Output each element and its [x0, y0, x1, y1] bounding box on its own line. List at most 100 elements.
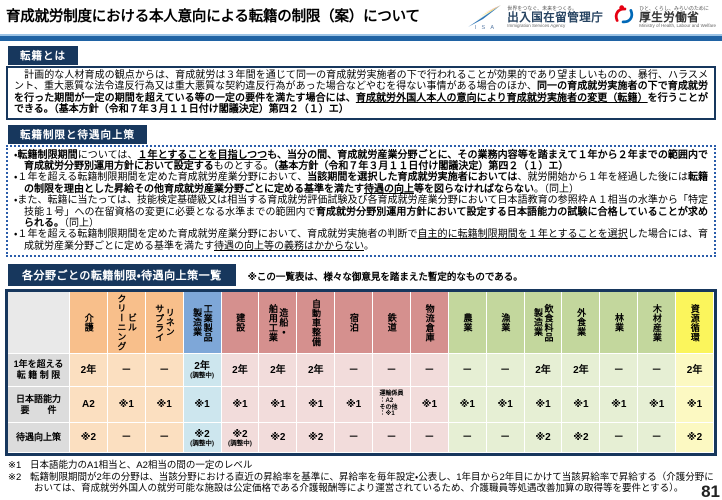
table-cell: － [335, 354, 374, 388]
footnote-2-text: 転籍制限期間が2年の分野は、当該分野における直近の昇給率を基準に、昇給率を毎年設… [30, 471, 714, 495]
column-header: 介護 [70, 292, 108, 355]
restriction-bullet: ・１年を超える転籍制限期間を定めた育成就労産業分野において、当該期間を選択した育… [14, 172, 709, 195]
table-cell: ※2 [562, 423, 601, 454]
row-label: 待遇向上策 [8, 423, 70, 454]
table-cell: A2 [70, 387, 108, 424]
column-header: 資源循環 [676, 292, 714, 355]
column-header: ビル クリーニング [107, 292, 146, 355]
definition-box: 計画的な人材育成の観点からは、育成就労は３年間を通じて同一の育成就労実施者の下で… [6, 65, 716, 120]
table-cell: － [145, 423, 184, 454]
column-header: 飲食料品 製造業 [524, 292, 563, 355]
table-cell: ※1 [486, 387, 525, 424]
table-header-row: 各分野ごとの転籍制限・待遇向上策一覧 ※この一覧表は、様々な御意見を踏まえた暫定… [8, 264, 716, 287]
mhlw-logo: ひと、くらし、みらいのために 厚生労働省 Ministry of Health,… [613, 4, 716, 31]
agency-logos: I S A 世界をつなぐ、未来をつくる。 出入国在留管理庁 Immigratio… [467, 4, 718, 32]
table-cell: 2年 (調整中) [183, 354, 222, 388]
table-cell: － [638, 354, 677, 388]
mhlw-name: 厚生労働省 [639, 11, 700, 24]
restriction-bullet: ・転籍制限期間については、１年とすることを目指しつつも、当分の間、育成就労産業分… [14, 149, 709, 172]
restriction-bullet: ・１年を超える転籍制限期間を定めた育成就労産業分野において、育成就労実施者の判断… [14, 229, 708, 252]
column-header: 建設 [221, 292, 260, 355]
table-corner-cell [8, 292, 70, 355]
table-note: ※この一覧表は、様々な御意見を踏まえた暫定的なものである。 [247, 272, 523, 284]
restriction-box: ・転籍制限期間については、１年とすることを目指しつつも、当分の間、育成就労産業分… [6, 144, 716, 258]
table-cell: － [145, 354, 184, 388]
table-cell: 2年 [259, 354, 298, 388]
footnotes: ※1 日本語能力のA1相当と、A2相当の間の一定のレベル ※2 転籍制限期間が2年の… [8, 460, 716, 495]
table-cell: － [410, 354, 449, 388]
column-header: 外食業 [562, 292, 601, 355]
column-header: 造船・ 舶用工業 [259, 292, 298, 355]
table-cell: ※1 [183, 387, 222, 424]
mhlw-name-en: Ministry of Health, Labour and Welfare [639, 23, 716, 29]
table-cell: － [486, 423, 525, 454]
table-cell: ※2 [259, 423, 298, 454]
footnote-1-marker: ※1 [8, 460, 22, 472]
table-cell: － [600, 354, 639, 388]
table-cell: － [373, 354, 411, 388]
table-cell: 2年 [524, 354, 563, 388]
column-header: 自動車整備 [297, 292, 336, 355]
isa-name-en: Immigration Services Agency [507, 23, 566, 29]
table-cell: ※2 (調整中) [221, 423, 260, 454]
column-header: 木材産業 [638, 292, 677, 355]
footnote-2-marker: ※2 [8, 471, 22, 483]
table-cell: ※1 [145, 387, 184, 424]
table-cell: － [600, 423, 639, 454]
table-cell: － [486, 354, 525, 388]
table-cell: ※1 [297, 387, 336, 424]
footnote-1-text: 日本語能力のA1相当と、A2相当の間の一定のレベル [30, 460, 253, 472]
table-cell: － [638, 423, 677, 454]
table-cell: － [107, 354, 146, 388]
table-cell: － [107, 423, 146, 454]
table-cell: 2年 [676, 354, 714, 388]
table-cell: ※2 [676, 423, 714, 454]
header: 育成就労制度における本人意向による転籍の制限（案）について I S A 世界をつ… [0, 0, 722, 32]
table-cell: ※1 [676, 387, 714, 424]
table-cell: － [335, 423, 374, 454]
isa-name: 出入国在留管理庁 [507, 11, 604, 24]
table-cell: － [373, 423, 411, 454]
column-header: 林業 [600, 292, 639, 355]
footnote-1: ※1 日本語能力のA1相当と、A2相当の間の一定のレベル [8, 460, 716, 472]
table-cell: ※1 [221, 387, 260, 424]
table-cell: ※1 [410, 387, 449, 424]
column-header: 漁業 [486, 292, 525, 355]
footnote-2: ※2 転籍制限期間が2年の分野は、当該分野における直近の昇給率を基準に、昇給率を毎… [8, 472, 716, 495]
sector-restriction-table: 介護 ビル クリーニング リネン サプライ 工業製品 製造業 建設 造船・ 舶用工業 自動車… [5, 289, 717, 457]
mhlw-mark-icon [613, 4, 635, 31]
table-cell: ※2 [70, 423, 108, 454]
table-cell: － [448, 423, 487, 454]
column-header: 宿泊 [335, 292, 374, 355]
restriction-bullet: ・また、転籍に当たっては、技能検定基礎級又は相当する育成就労評価試験及び各育成就… [14, 195, 709, 229]
column-header: リネン サプライ [145, 292, 184, 355]
table-cell: ※1 [335, 387, 374, 424]
isa-logo: I S A 世界をつなぐ、未来をつくる。 出入国在留管理庁 Immigratio… [467, 4, 603, 32]
column-header: 工業製品 製造業 [183, 292, 222, 355]
table-cell: 2年 [562, 354, 601, 388]
table-cell: ※1 [448, 387, 487, 424]
isa-plane-icon: I S A [467, 4, 503, 32]
definition-paragraph: 計画的な人材育成の観点からは、育成就労は３年間を通じて同一の育成就労実施者の下で… [14, 69, 709, 116]
table-cell: 2年 [221, 354, 260, 388]
table-cell: ※2 [524, 423, 563, 454]
row-label: 日本語能力 要 件 [8, 387, 70, 424]
page-number: 81 [701, 482, 720, 500]
section-restriction-heading: 転籍制限と待遇向上策 [8, 124, 147, 144]
table-cell: 運輸係員 ：A2 その他 ：※1 [373, 387, 411, 424]
page-title: 育成就労制度における本人意向による転籍の制限（案）について [6, 9, 420, 25]
table-cell: － [448, 354, 487, 388]
table-cell: 2年 [70, 354, 108, 388]
table-cell: ※1 [259, 387, 298, 424]
isa-tagline: 世界をつなぐ、未来をつくる。 [507, 5, 578, 12]
column-header: 物流倉庫 [410, 292, 449, 355]
table-cell: ※1 [524, 387, 563, 424]
mhlw-tagline: ひと、くらし、みらいのために [639, 5, 709, 12]
table-cell: 2年 [297, 354, 336, 388]
table-cell: ※1 [107, 387, 146, 424]
column-header: 農業 [448, 292, 487, 355]
table-cell: ※1 [638, 387, 677, 424]
isa-acronym: I S A [474, 25, 497, 31]
row-label: 1年を超える 転 籍 制 限 [8, 354, 70, 388]
